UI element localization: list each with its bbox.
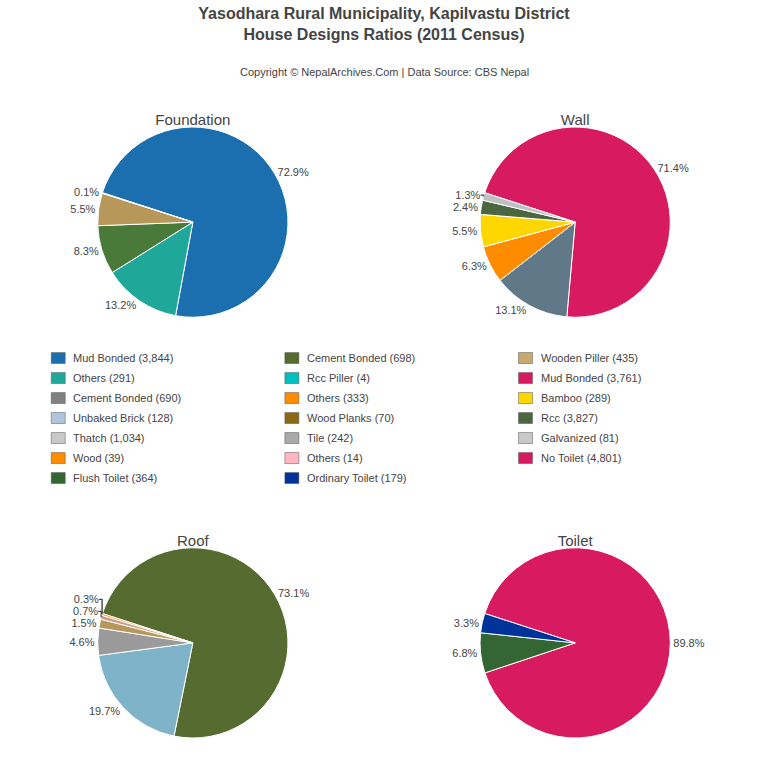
svg-text:71.4%: 71.4%	[657, 162, 688, 174]
svg-text:Bamboo (289): Bamboo (289)	[541, 392, 611, 404]
svg-text:0.3%: 0.3%	[74, 593, 99, 605]
svg-text:Others (14): Others (14)	[307, 452, 363, 464]
svg-text:5.5%: 5.5%	[70, 203, 95, 215]
svg-text:6.3%: 6.3%	[462, 260, 487, 272]
svg-text:2.4%: 2.4%	[453, 201, 478, 213]
svg-text:Rcc Piller (4): Rcc Piller (4)	[307, 372, 370, 384]
svg-text:Foundation: Foundation	[155, 111, 230, 128]
svg-text:Wood (39): Wood (39)	[73, 452, 124, 464]
svg-text:Copyright © NepalArchives.Com: Copyright © NepalArchives.Com | Data Sou…	[240, 66, 529, 78]
svg-text:0.7%: 0.7%	[73, 605, 98, 617]
svg-text:89.8%: 89.8%	[673, 637, 704, 649]
svg-text:5.5%: 5.5%	[452, 225, 477, 237]
svg-text:Wooden Piller (435): Wooden Piller (435)	[541, 352, 638, 364]
svg-text:Unbaked Brick (128): Unbaked Brick (128)	[73, 412, 173, 424]
svg-text:Others (333): Others (333)	[307, 392, 369, 404]
svg-text:Others (291): Others (291)	[73, 372, 135, 384]
svg-text:19.7%: 19.7%	[89, 705, 120, 717]
svg-text:1.5%: 1.5%	[71, 617, 96, 629]
svg-text:8.3%: 8.3%	[74, 245, 99, 257]
svg-text:Wood Planks (70): Wood Planks (70)	[307, 412, 394, 424]
svg-text:Roof: Roof	[177, 532, 210, 549]
svg-text:73.1%: 73.1%	[278, 587, 309, 599]
svg-text:Tile (242): Tile (242)	[307, 432, 353, 444]
svg-text:Flush Toilet (364): Flush Toilet (364)	[73, 472, 157, 484]
svg-text:Toilet: Toilet	[558, 532, 594, 549]
svg-text:Ordinary Toilet (179): Ordinary Toilet (179)	[307, 472, 406, 484]
svg-text:0.1%: 0.1%	[74, 186, 99, 198]
svg-text:Mud Bonded (3,844): Mud Bonded (3,844)	[73, 352, 173, 364]
svg-text:Wall: Wall	[561, 111, 590, 128]
svg-text:Mud Bonded (3,761): Mud Bonded (3,761)	[541, 372, 641, 384]
svg-text:Galvanized (81): Galvanized (81)	[541, 432, 619, 444]
svg-text:Rcc (3,827): Rcc (3,827)	[541, 412, 598, 424]
svg-text:3.3%: 3.3%	[454, 617, 479, 629]
svg-text:Cement Bonded (698): Cement Bonded (698)	[307, 352, 415, 364]
svg-text:No Toilet (4,801): No Toilet (4,801)	[541, 452, 622, 464]
svg-text:13.1%: 13.1%	[495, 304, 526, 316]
svg-text:6.8%: 6.8%	[452, 647, 477, 659]
svg-text:13.2%: 13.2%	[105, 299, 136, 311]
svg-text:72.9%: 72.9%	[278, 166, 309, 178]
svg-text:Thatch (1,034): Thatch (1,034)	[73, 432, 145, 444]
svg-text:4.6%: 4.6%	[69, 636, 94, 648]
svg-text:Cement Bonded (690): Cement Bonded (690)	[73, 392, 181, 404]
svg-text:1.3%: 1.3%	[455, 189, 480, 201]
svg-text:Yasodhara Rural Municipality,: Yasodhara Rural Municipality, Kapilvastu…	[198, 5, 570, 43]
